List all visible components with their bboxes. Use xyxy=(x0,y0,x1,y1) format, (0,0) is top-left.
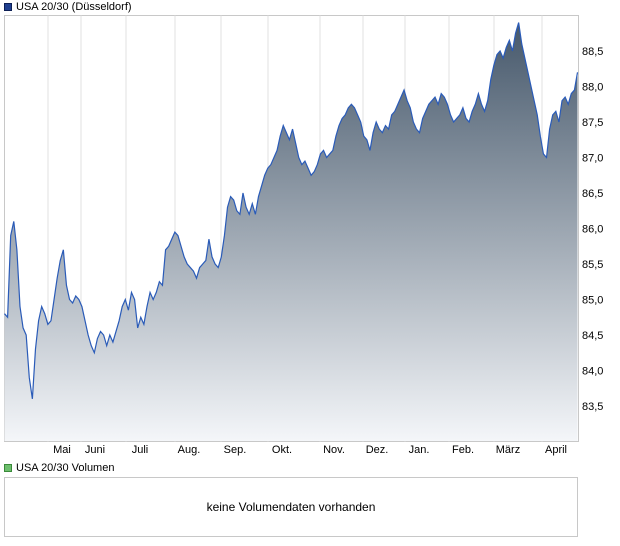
price-legend: USA 20/30 (Düsseldorf) xyxy=(4,0,132,14)
x-tick-label: Dez. xyxy=(366,444,389,456)
y-tick-label: 84,0 xyxy=(582,366,603,378)
x-tick-label: Juli xyxy=(132,444,149,456)
y-tick-label: 88,5 xyxy=(582,46,603,58)
y-tick-label: 87,0 xyxy=(582,153,603,165)
y-tick-label: 86,5 xyxy=(582,188,603,200)
volume-empty-message: keine Volumendaten vorhanden xyxy=(206,500,376,514)
volume-legend-label: USA 20/30 Volumen xyxy=(16,462,115,474)
volume-legend: USA 20/30 Volumen xyxy=(4,461,114,475)
x-tick-label: Nov. xyxy=(323,444,345,456)
x-tick-label: März xyxy=(496,444,520,456)
y-tick-label: 84,5 xyxy=(582,330,603,342)
x-tick-label: Jan. xyxy=(409,444,430,456)
price-legend-label: USA 20/30 (Düsseldorf) xyxy=(16,1,132,13)
x-tick-label: Feb. xyxy=(452,444,474,456)
y-tick-label: 83,5 xyxy=(582,401,603,413)
price-chart: Mai Juni Juli Aug. Sep. Okt. Nov. Dez. Jan. Feb. M… xyxy=(4,15,603,456)
y-tick-label: 86,0 xyxy=(582,224,603,236)
x-tick-label: Okt. xyxy=(272,444,292,456)
price-legend-swatch-icon xyxy=(4,3,12,11)
volume-panel: keine Volumendaten vorhanden xyxy=(4,477,578,537)
x-tick-label: Juni xyxy=(85,444,105,456)
x-tick-label: Mai xyxy=(53,444,71,456)
x-tick-label: April xyxy=(545,444,567,456)
y-tick-label: 87,5 xyxy=(582,117,603,129)
price-area xyxy=(4,22,578,441)
x-axis-ticks: Mai Juni Juli Aug. Sep. Okt. Nov. Dez. Jan. Feb. M… xyxy=(53,444,567,456)
y-axis-ticks: 83,5 84,0 84,5 85,0 85,5 86,0 86,5 87,0 87,5 88,0… xyxy=(582,46,603,413)
y-tick-label: 85,0 xyxy=(582,295,603,307)
price-line xyxy=(4,22,579,399)
y-tick-label: 88,0 xyxy=(582,82,603,94)
x-tick-label: Aug. xyxy=(178,444,201,456)
x-tick-label: Sep. xyxy=(224,444,247,456)
volume-legend-swatch-icon xyxy=(4,464,12,472)
y-tick-label: 85,5 xyxy=(582,259,603,271)
